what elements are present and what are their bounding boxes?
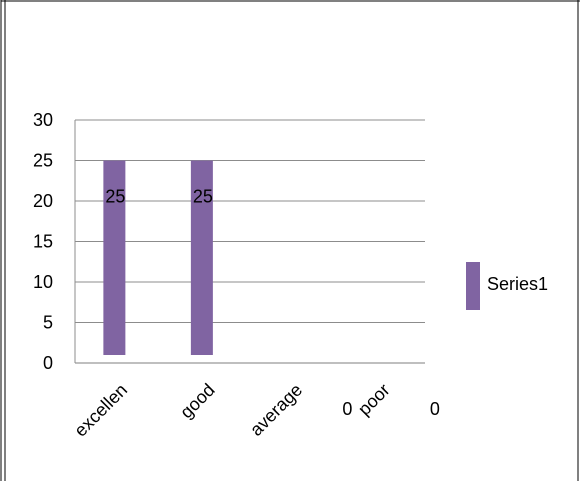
x-tick-label-poor: poor bbox=[354, 380, 394, 420]
data-label-excellen: 25 bbox=[105, 187, 125, 207]
data-label-poor: 0 bbox=[430, 399, 440, 419]
x-tick-label-average: average bbox=[246, 380, 306, 440]
bar-series-1 bbox=[103, 160, 213, 355]
data-label-average: 0 bbox=[342, 399, 352, 419]
bar-good bbox=[190, 160, 213, 355]
data-label-good: 25 bbox=[193, 187, 213, 207]
y-tick-label-10: 10 bbox=[33, 272, 53, 292]
legend-swatch-series1 bbox=[466, 262, 480, 310]
y-tick-label-5: 5 bbox=[43, 313, 53, 333]
legend-label-series1: Series1 bbox=[487, 274, 548, 294]
plot-area bbox=[74, 119, 425, 364]
x-tick-label-excellen: excellen bbox=[70, 380, 131, 441]
y-tick-label-20: 20 bbox=[33, 191, 53, 211]
y-tick-label-25: 25 bbox=[33, 151, 53, 171]
legend: Series1 bbox=[466, 262, 548, 310]
y-tick-label-30: 30 bbox=[33, 110, 53, 130]
y-tick-label-0: 0 bbox=[43, 353, 53, 373]
x-tick-label-good: good bbox=[176, 380, 218, 422]
bar-excellen bbox=[103, 160, 126, 355]
y-axis-tick-labels: 0 5 10 15 20 25 30 bbox=[33, 110, 53, 373]
data-labels: 25 25 0 0 bbox=[105, 187, 440, 420]
y-tick-label-15: 15 bbox=[33, 232, 53, 252]
